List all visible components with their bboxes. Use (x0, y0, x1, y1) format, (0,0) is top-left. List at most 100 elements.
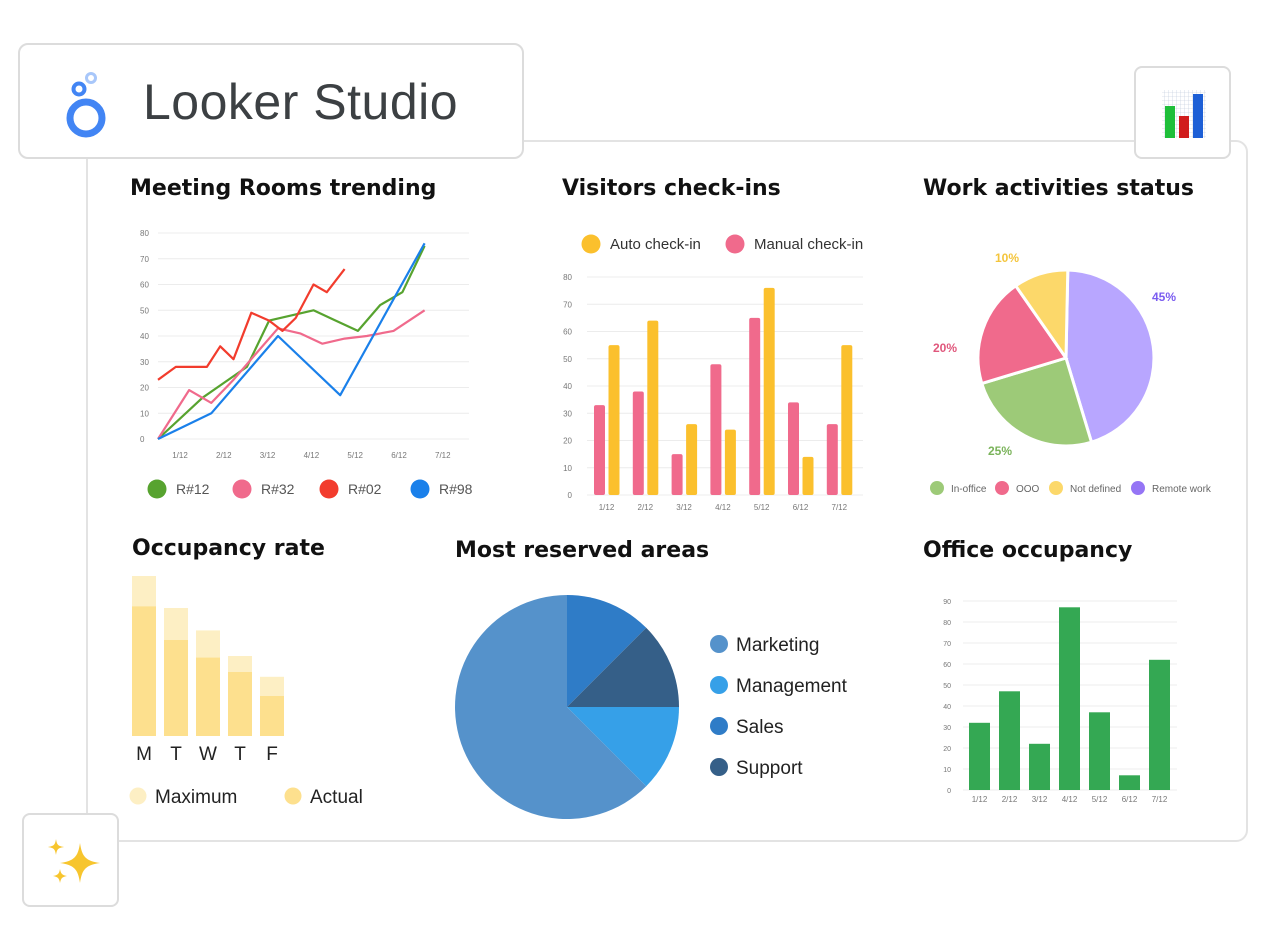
legend-marker (581, 234, 601, 254)
bar-manual (749, 317, 761, 495)
legend-marker (710, 758, 728, 776)
legend-marker (284, 787, 302, 805)
legend-marker (1049, 481, 1063, 495)
legend-marker (147, 479, 167, 499)
looker-studio-logo-icon (66, 72, 106, 138)
x-tick-label: 6/12 (793, 503, 809, 512)
legend-marker (930, 481, 944, 495)
line-series-R98 (157, 242, 426, 440)
bar-auto (647, 320, 659, 495)
x-tick-label: 6/12 (1122, 795, 1138, 804)
x-tick-label: 3/12 (676, 503, 692, 512)
y-tick-label: 30 (140, 358, 149, 367)
line-series-R02 (157, 268, 346, 381)
legend-label: Not defined (1070, 484, 1121, 495)
bar-actual (196, 657, 220, 736)
pie-slice-management (567, 707, 679, 787)
pie-slice-ooo (976, 283, 1069, 386)
y-tick-label: 80 (943, 620, 951, 627)
legend-label: Auto check-in (610, 236, 701, 253)
y-tick-label: 60 (563, 328, 572, 337)
x-tick-label: 5/12 (347, 451, 363, 460)
y-tick-label: 80 (563, 273, 572, 282)
pie-slice-sales (567, 595, 647, 707)
bar-auto (608, 345, 620, 495)
legend-marker (710, 717, 728, 735)
bar-actual (228, 672, 252, 736)
bar-auto (763, 287, 775, 495)
legend-label: Marketing (736, 635, 819, 656)
y-tick-label: 40 (563, 382, 572, 391)
legend-marker (319, 479, 339, 499)
bar-office-occupancy (1059, 607, 1080, 790)
y-tick-label: 80 (140, 229, 149, 238)
x-category-label: T (234, 744, 246, 765)
x-tick-label: 1/12 (172, 451, 188, 460)
x-tick-label: 6/12 (391, 451, 407, 460)
x-tick-label: 1/12 (972, 795, 988, 804)
bar-office-occupancy (1149, 659, 1170, 790)
legend-marker (710, 635, 728, 653)
y-tick-label: 60 (140, 281, 149, 290)
x-category-label: F (266, 744, 278, 765)
x-tick-label: 7/12 (435, 451, 451, 460)
y-tick-label: 10 (563, 464, 572, 473)
y-tick-label: 0 (947, 788, 951, 795)
x-tick-label: 2/12 (216, 451, 232, 460)
bar-manual (826, 424, 838, 495)
y-tick-label: 70 (943, 641, 951, 648)
sparkles-icon (48, 839, 100, 883)
y-tick-label: 10 (140, 409, 149, 418)
y-tick-label: 60 (943, 662, 951, 669)
sparkles-card[interactable] (22, 813, 119, 907)
chart-title-occupancy-rate: Occupancy rate (132, 536, 325, 561)
pie-percent-label: 45% (1152, 290, 1176, 304)
bar-manual (788, 402, 799, 495)
y-tick-label: 70 (140, 255, 149, 264)
pie-slice-in-office (979, 356, 1094, 448)
bar-office-occupancy (969, 722, 990, 790)
y-tick-label: 10 (943, 767, 951, 774)
bar-manual (710, 364, 722, 495)
pie-percent-label: 25% (988, 444, 1012, 458)
legend-marker (995, 481, 1009, 495)
bar-actual (132, 606, 156, 736)
legend-label: Actual (310, 787, 363, 808)
bar-actual (260, 696, 284, 736)
bar-office-occupancy (1119, 775, 1140, 790)
bar-manual (632, 391, 644, 495)
x-tick-label: 7/12 (832, 503, 848, 512)
pie-slice-remote-work (1064, 268, 1156, 445)
bar-office-occupancy (999, 691, 1020, 790)
bar-manual (671, 454, 683, 495)
y-tick-label: 20 (943, 746, 951, 753)
x-tick-label: 5/12 (754, 503, 770, 512)
legend-label: R#02 (348, 481, 382, 497)
legend-marker (1131, 481, 1145, 495)
legend-label: Management (736, 676, 848, 697)
y-tick-label: 40 (943, 704, 951, 711)
chart-title-reserved-areas: Most reserved areas (455, 538, 710, 563)
legend-label: Support (736, 758, 803, 779)
x-tick-label: 2/12 (1002, 795, 1018, 804)
y-tick-label: 0 (140, 435, 145, 444)
y-tick-label: 30 (563, 409, 572, 418)
pie-percent-label: 10% (995, 251, 1019, 265)
line-series-R32 (157, 309, 426, 440)
y-tick-label: 50 (140, 306, 149, 315)
chart-title-work-activities: Work activities status (923, 176, 1195, 201)
x-tick-label: 4/12 (715, 503, 731, 512)
bar-office-occupancy (1029, 743, 1050, 790)
x-category-label: W (199, 744, 217, 765)
legend-label: Manual check-in (754, 236, 863, 253)
legend-label: Sales (736, 717, 784, 738)
x-tick-label: 4/12 (1062, 795, 1078, 804)
chart-title-meeting-rooms: Meeting Rooms trending (130, 176, 437, 201)
x-tick-label: 2/12 (638, 503, 654, 512)
x-tick-label: 3/12 (1032, 795, 1048, 804)
chart-title-office-occupancy: Office occupancy (923, 538, 1133, 563)
chart-icon-card[interactable] (1134, 66, 1231, 159)
legend-label: Maximum (155, 787, 237, 808)
y-tick-label: 70 (563, 300, 572, 309)
